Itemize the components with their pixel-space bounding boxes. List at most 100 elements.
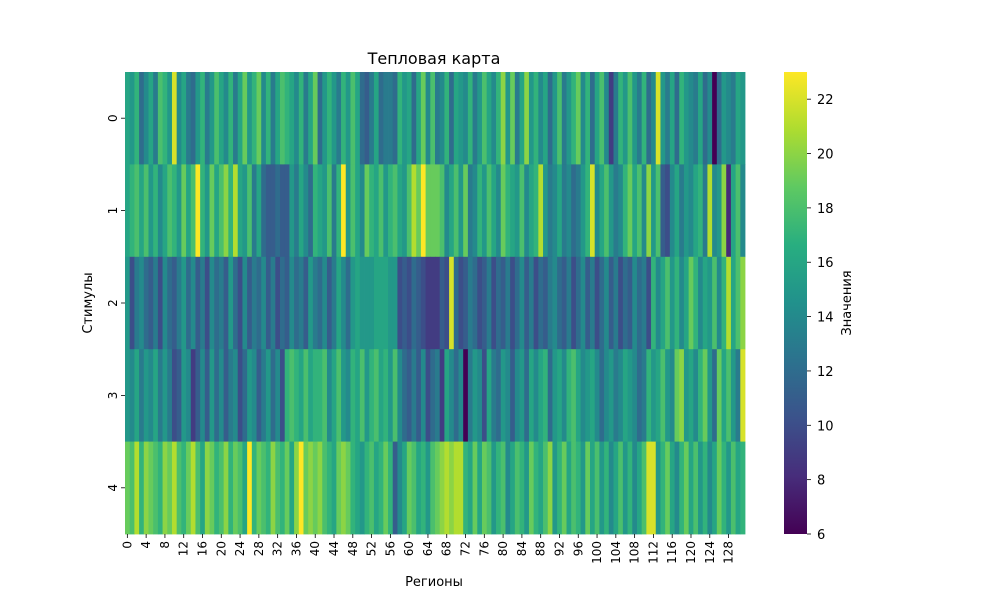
heatmap-cell (524, 164, 530, 258)
heatmap-cell (388, 256, 394, 350)
heatmap-cell (322, 349, 328, 442)
heatmap-cell (153, 256, 159, 350)
heatmap-cell (524, 256, 530, 350)
heatmap-cell (195, 441, 201, 535)
heatmap-cell (378, 164, 384, 258)
heatmap-cell (599, 349, 605, 442)
heatmap-cell (162, 349, 168, 442)
heatmap-cell (500, 256, 506, 350)
heatmap-cell (148, 72, 154, 165)
heatmap-cell (383, 349, 389, 442)
heatmap-cell (660, 349, 666, 442)
heatmap-cell (280, 441, 286, 535)
heatmap-cell (125, 349, 131, 442)
heatmap-cell (383, 164, 389, 258)
heatmap-cell (129, 72, 135, 165)
heatmap-cell (416, 72, 422, 165)
heatmap-cell (641, 441, 647, 535)
x-tick-label: 84 (515, 541, 529, 556)
heatmap-cell (533, 72, 539, 165)
heatmap-cell (355, 256, 361, 350)
heatmap-cell (228, 256, 234, 350)
heatmap-cell (420, 164, 427, 258)
heatmap-cell (171, 349, 178, 442)
heatmap-cell (402, 349, 408, 442)
heatmap-cell (167, 441, 173, 535)
heatmap-cell (425, 256, 431, 350)
heatmap-cell (524, 72, 530, 165)
heatmap-cell (420, 441, 427, 535)
heatmap-cell (200, 441, 206, 535)
heatmap-cell (707, 349, 713, 442)
x-tick-label: 76 (477, 541, 491, 556)
heatmap-cell (604, 256, 610, 350)
heatmap-cell (726, 72, 732, 165)
x-tick-label: 52 (365, 541, 379, 556)
heatmap-cell (364, 256, 370, 350)
heatmap-cell (622, 256, 628, 350)
heatmap-cell (486, 164, 492, 258)
heatmap-cell (505, 441, 511, 535)
x-tick-label: 8 (158, 541, 172, 549)
heatmap-cell (420, 256, 427, 350)
heatmap-cell (430, 441, 436, 535)
heatmap-cell (552, 164, 558, 258)
heatmap-cell (500, 349, 506, 442)
heatmap-cell (463, 256, 469, 350)
x-tick-label: 0 (120, 541, 134, 549)
heatmap-cell (181, 441, 187, 535)
heatmap-cell (444, 72, 450, 165)
x-tick-label: 12 (177, 541, 191, 556)
heatmap-cell (510, 72, 516, 165)
heatmap-cell (308, 441, 314, 535)
heatmap-cell (453, 441, 459, 535)
heatmap-cell (735, 349, 741, 442)
heatmap-cell (308, 72, 314, 165)
heatmap-cell (331, 72, 337, 165)
heatmap-cell (388, 164, 394, 258)
heatmap-cell (265, 256, 272, 350)
heatmap-cell (557, 256, 563, 350)
heatmap-cell (585, 72, 591, 165)
heatmap-cell (646, 256, 652, 350)
heatmap-cell (622, 72, 628, 165)
heatmap-cell (392, 72, 398, 165)
heatmap-cell (176, 72, 182, 165)
heatmap-cell (632, 72, 638, 165)
heatmap-cell (467, 256, 473, 350)
heatmap-cell (331, 256, 337, 350)
heatmap-cell (674, 349, 680, 442)
heatmap-cell (519, 256, 525, 350)
heatmap-cell (665, 72, 671, 165)
heatmap-cell (214, 349, 220, 442)
heatmap-cell (284, 349, 290, 442)
heatmap-cell (458, 441, 464, 535)
heatmap-cell (702, 349, 708, 442)
heatmap-cell (411, 441, 417, 535)
heatmap-cell (350, 72, 356, 165)
heatmap-cell (510, 164, 516, 258)
heatmap-cell (453, 349, 459, 442)
heatmap-cell (505, 72, 511, 165)
heatmap-cell (618, 256, 624, 350)
heatmap-cell (552, 72, 558, 165)
heatmap-cell (608, 72, 614, 165)
x-tick-label: 92 (552, 541, 566, 556)
heatmap-cell (223, 72, 229, 165)
heatmap-cell (298, 441, 304, 535)
heatmap-cell (463, 164, 469, 258)
heatmap-cell (416, 349, 422, 442)
heatmap-cell (125, 72, 131, 165)
heatmap-cell (157, 164, 163, 258)
heatmap-cell (707, 72, 713, 165)
x-tick-label: 64 (421, 541, 435, 556)
heatmap-cell (326, 441, 333, 535)
heatmap-cell (186, 441, 192, 535)
heatmap-cell (204, 164, 210, 258)
heatmap-cell (284, 441, 290, 535)
heatmap-cell (308, 164, 314, 258)
heatmap-cell (364, 72, 370, 165)
heatmap-cell (716, 349, 722, 442)
heatmap-cell (298, 164, 304, 258)
heatmap-cell (162, 72, 168, 165)
